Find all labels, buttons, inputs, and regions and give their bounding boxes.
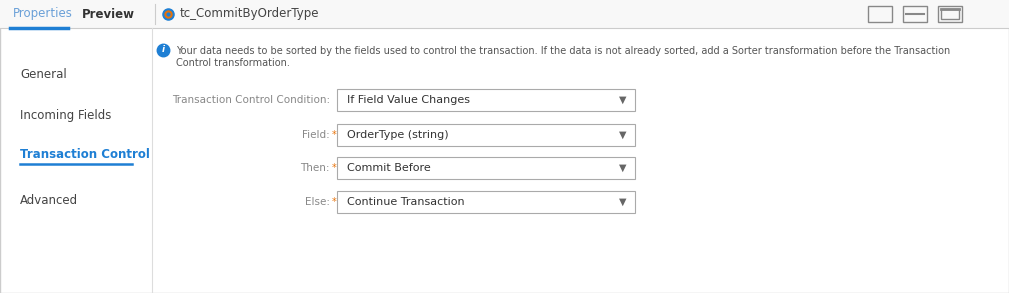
Text: ?: ?	[342, 197, 346, 207]
Text: OrderType (string): OrderType (string)	[347, 130, 449, 140]
Text: tc_CommitByOrderType: tc_CommitByOrderType	[180, 8, 320, 21]
Text: ▼: ▼	[620, 163, 627, 173]
Text: ?: ?	[342, 163, 346, 173]
Bar	[868, 6, 892, 22]
Bar	[941, 9, 959, 19]
Text: ?: ?	[342, 130, 346, 139]
Text: Commit Before: Commit Before	[347, 163, 431, 173]
Bar	[337, 157, 635, 179]
Text: General: General	[20, 69, 67, 81]
Text: *: *	[332, 163, 337, 173]
Text: Transaction Control: Transaction Control	[20, 149, 150, 161]
Text: Advanced: Advanced	[20, 193, 78, 207]
Bar	[337, 89, 635, 111]
Text: ▼: ▼	[620, 95, 627, 105]
Text: Continue Transaction: Continue Transaction	[347, 197, 464, 207]
Text: Incoming Fields: Incoming Fields	[20, 108, 111, 122]
Bar	[903, 6, 927, 22]
Text: ▼: ▼	[620, 197, 627, 207]
Bar	[337, 124, 635, 146]
Text: *: *	[332, 130, 337, 140]
Text: Field:: Field:	[303, 130, 330, 140]
Text: Transaction Control Condition:: Transaction Control Condition:	[172, 95, 330, 105]
Text: Control transformation.: Control transformation.	[176, 58, 290, 68]
Text: *: *	[332, 197, 337, 207]
Text: Then:: Then:	[301, 163, 330, 173]
Text: Your data needs to be sorted by the fields used to control the transaction. If t: Your data needs to be sorted by the fiel…	[176, 46, 950, 56]
Text: ▼: ▼	[620, 130, 627, 140]
Bar	[0, 0, 1009, 28]
Bar	[337, 191, 635, 213]
Text: If Field Value Changes: If Field Value Changes	[347, 95, 470, 105]
Text: Else:: Else:	[305, 197, 330, 207]
Text: Preview: Preview	[82, 8, 135, 21]
Bar	[938, 6, 962, 22]
Text: Properties: Properties	[13, 8, 73, 21]
Text: i: i	[161, 45, 164, 54]
